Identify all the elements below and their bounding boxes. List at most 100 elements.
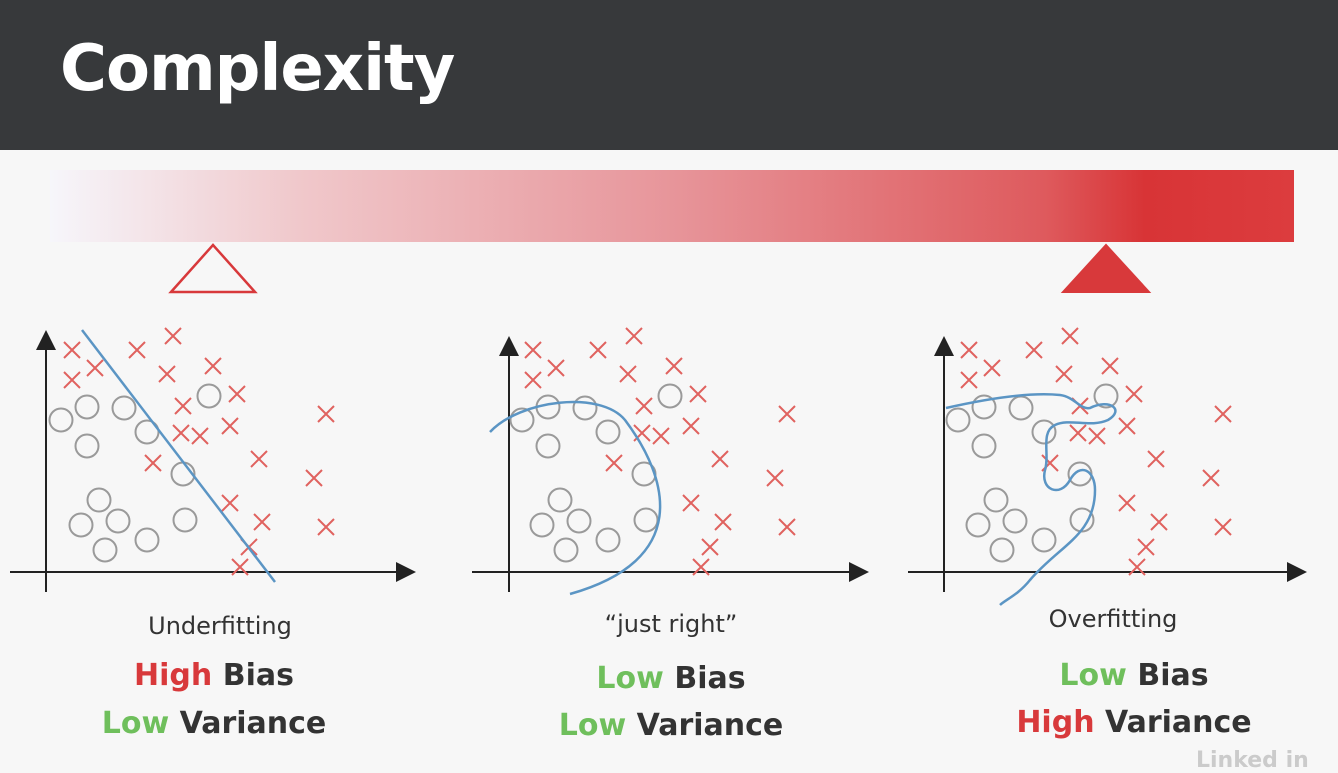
- underfitting-plot: [10, 327, 416, 592]
- just-right-boundary-curve: [489, 400, 662, 596]
- overfitting-plot: [908, 327, 1307, 606]
- x-marker: [524, 341, 542, 359]
- slide-title: Complexity: [60, 32, 455, 106]
- x-marker: [63, 341, 81, 359]
- o-marker: [48, 407, 74, 433]
- o-marker: [1002, 508, 1028, 534]
- o-marker: [983, 487, 1009, 513]
- x-marker: [960, 371, 978, 389]
- o-marker: [1069, 507, 1095, 533]
- x-marker: [1055, 365, 1073, 383]
- o-marker: [1008, 395, 1034, 421]
- o-marker: [196, 383, 222, 409]
- x-marker: [1118, 494, 1136, 512]
- x-marker: [253, 513, 271, 531]
- x-marker: [1214, 405, 1232, 423]
- x-marker: [778, 405, 796, 423]
- x-marker: [221, 494, 239, 512]
- x-marker: [1128, 558, 1146, 576]
- just-right-plot: [472, 327, 869, 596]
- o-marker: [74, 433, 100, 459]
- x-marker: [221, 417, 239, 435]
- panel-1-variance: Low Variance: [44, 706, 384, 741]
- o-marker: [134, 527, 160, 553]
- x-marker: [191, 427, 209, 445]
- o-marker: [547, 487, 573, 513]
- variance-label: Variance: [179, 706, 327, 741]
- x-marker: [635, 397, 653, 415]
- o-marker: [971, 394, 997, 420]
- o-marker: [595, 419, 621, 445]
- x-marker: [1101, 357, 1119, 375]
- o-marker: [572, 395, 598, 421]
- x-marker: [158, 365, 176, 383]
- x-marker: [1025, 341, 1043, 359]
- x-marker: [144, 454, 162, 472]
- bias-label: Bias: [674, 661, 746, 696]
- x-marker: [1147, 450, 1165, 468]
- x-marker: [86, 359, 104, 377]
- header-bar: Complexity: [0, 0, 1338, 150]
- x-marker: [619, 365, 637, 383]
- x-marker: [983, 359, 1001, 377]
- o-marker: [633, 507, 659, 533]
- panel-1-bias: High Bias: [44, 658, 384, 693]
- x-marker: [63, 371, 81, 389]
- x-marker: [317, 405, 335, 423]
- x-marker: [1202, 469, 1220, 487]
- x-marker: [305, 469, 323, 487]
- x-marker: [1125, 385, 1143, 403]
- o-marker: [92, 537, 118, 563]
- o-marker: [529, 512, 555, 538]
- o-marker: [965, 512, 991, 538]
- x-marker: [1069, 424, 1087, 442]
- o-marker: [971, 433, 997, 459]
- o-marker: [1093, 383, 1119, 409]
- o-marker: [657, 383, 683, 409]
- x-marker: [714, 513, 732, 531]
- o-marker: [86, 487, 112, 513]
- x-marker: [692, 558, 710, 576]
- panel-3-bias: Low Bias: [964, 658, 1304, 693]
- x-marker: [524, 371, 542, 389]
- bias-level: Low: [1059, 658, 1127, 693]
- panel-2-caption: “just right”: [604, 610, 738, 638]
- x-marker: [174, 397, 192, 415]
- x-marker: [682, 494, 700, 512]
- o-marker: [553, 537, 579, 563]
- o-marker: [945, 407, 971, 433]
- o-marker: [172, 507, 198, 533]
- o-marker: [566, 508, 592, 534]
- x-marker: [589, 341, 607, 359]
- x-marker: [689, 385, 707, 403]
- high-complexity-marker-icon: [1060, 243, 1152, 293]
- x-marker: [228, 385, 246, 403]
- variance-level: Low: [101, 706, 170, 741]
- x-marker: [625, 327, 643, 345]
- underfitting-boundary-line: [81, 329, 276, 583]
- x-marker: [1214, 518, 1232, 536]
- o-marker: [105, 508, 131, 534]
- panel-3-caption: Overfitting: [1048, 605, 1178, 633]
- x-marker: [547, 359, 565, 377]
- bias-label: Bias: [222, 658, 294, 693]
- x-marker: [701, 538, 719, 556]
- bias-level: High: [134, 658, 213, 693]
- o-marker: [989, 537, 1015, 563]
- x-marker: [231, 558, 249, 576]
- complexity-gradient-bar: [50, 170, 1294, 242]
- x-marker: [682, 417, 700, 435]
- x-marker: [778, 518, 796, 536]
- x-marker: [250, 450, 268, 468]
- x-marker: [665, 357, 683, 375]
- x-marker: [766, 469, 784, 487]
- bias-level: Low: [596, 661, 664, 696]
- bias-label: Bias: [1137, 658, 1209, 693]
- low-complexity-marker-icon: [168, 243, 258, 294]
- x-marker: [204, 357, 222, 375]
- panel-2-variance: Low Variance: [501, 708, 841, 743]
- o-marker: [68, 512, 94, 538]
- o-marker: [1031, 419, 1057, 445]
- x-marker: [172, 424, 190, 442]
